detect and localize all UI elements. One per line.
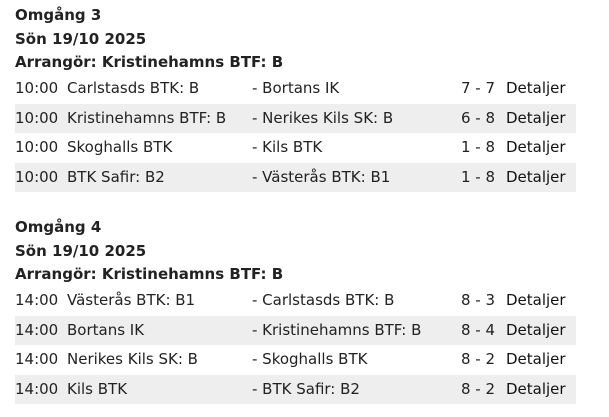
round-date: Sön 19/10 2025 (15, 30, 147, 48)
match-time: 10:00 (15, 138, 59, 156)
home-team: Carlstasds BTK: B (67, 79, 200, 97)
match-time: 14:00 (15, 291, 59, 309)
match-time: 10:00 (15, 108, 59, 127)
match-time: 14:00 (15, 320, 59, 339)
details-link[interactable]: Detaljer (506, 79, 566, 97)
round-date: Sön 19/10 2025 (15, 242, 147, 260)
away-team: - BTK Safir: B2 (252, 379, 360, 398)
home-team: Kils BTK (67, 379, 128, 398)
score: 8 - 3 (461, 291, 496, 309)
round-organizer: Arrangör: Kristinehamns BTF: B (15, 265, 284, 283)
away-team: - Bortans IK (252, 79, 340, 97)
details-link[interactable]: Detaljer (506, 350, 566, 368)
home-team: Nerikes Kils SK: B (67, 350, 198, 368)
score: 7 - 7 (461, 79, 496, 97)
away-team: - Kristinehamns BTF: B (252, 320, 422, 339)
match-row: 14:00 Nerikes Kils SK: B - Skoghalls BTK 8 … (15, 345, 576, 374)
score: 1 - 8 (461, 167, 496, 186)
match-time: 10:00 (15, 79, 59, 97)
match-row: 10:00 Skoghalls BTK - Kils BTK 1 - 8 Detalje… (15, 133, 576, 162)
details-link[interactable]: Detaljer (506, 379, 566, 398)
score: 1 - 8 (461, 138, 496, 156)
away-team: - Västerås BTK: B1 (252, 167, 391, 186)
home-team: Skoghalls BTK (67, 138, 173, 156)
match-row: 14:00 Västerås BTK: B1 - Carlstasds BTK: B… (15, 286, 576, 315)
match-time: 10:00 (15, 167, 59, 186)
match-row: 14:00 Bortans IK - Kristinehamns BTF: B 8 -… (15, 315, 576, 345)
round-title: Omgång 3 (15, 6, 102, 24)
home-team: Kristinehamns BTF: B (67, 108, 227, 127)
match-row: 10:00 BTK Safir: B2 - Västerås BTK: B1 1 - … (15, 162, 576, 192)
details-link[interactable]: Detaljer (506, 320, 566, 339)
score: 8 - 2 (461, 379, 496, 398)
match-row: 14:00 Kils BTK - BTK Safir: B2 8 - 2 Detalje… (15, 374, 576, 404)
details-link[interactable]: Detaljer (506, 167, 566, 186)
home-team: BTK Safir: B2 (67, 167, 165, 186)
details-link[interactable]: Detaljer (506, 291, 566, 309)
away-team: - Carlstasds BTK: B (252, 291, 395, 309)
match-time: 14:00 (15, 350, 59, 368)
match-time: 14:00 (15, 379, 59, 398)
home-team: Bortans IK (67, 320, 145, 339)
away-team: - Nerikes Kils SK: B (252, 108, 394, 127)
details-link[interactable]: Detaljer (506, 138, 566, 156)
round-organizer: Arrangör: Kristinehamns BTF: B (15, 53, 284, 71)
away-team: - Kils BTK (252, 138, 323, 156)
match-row: 10:00 Carlstasds BTK: B - Bortans IK 7 - 7 D… (15, 74, 576, 103)
score: 8 - 4 (461, 320, 496, 339)
match-row: 10:00 Kristinehamns BTF: B - Nerikes Kils … (15, 103, 576, 133)
score: 6 - 8 (461, 108, 496, 127)
home-team: Västerås BTK: B1 (67, 291, 196, 309)
away-team: - Skoghalls BTK (252, 350, 368, 368)
round-title: Omgång 4 (15, 218, 102, 236)
details-link[interactable]: Detaljer (506, 108, 566, 127)
score: 8 - 2 (461, 350, 496, 368)
